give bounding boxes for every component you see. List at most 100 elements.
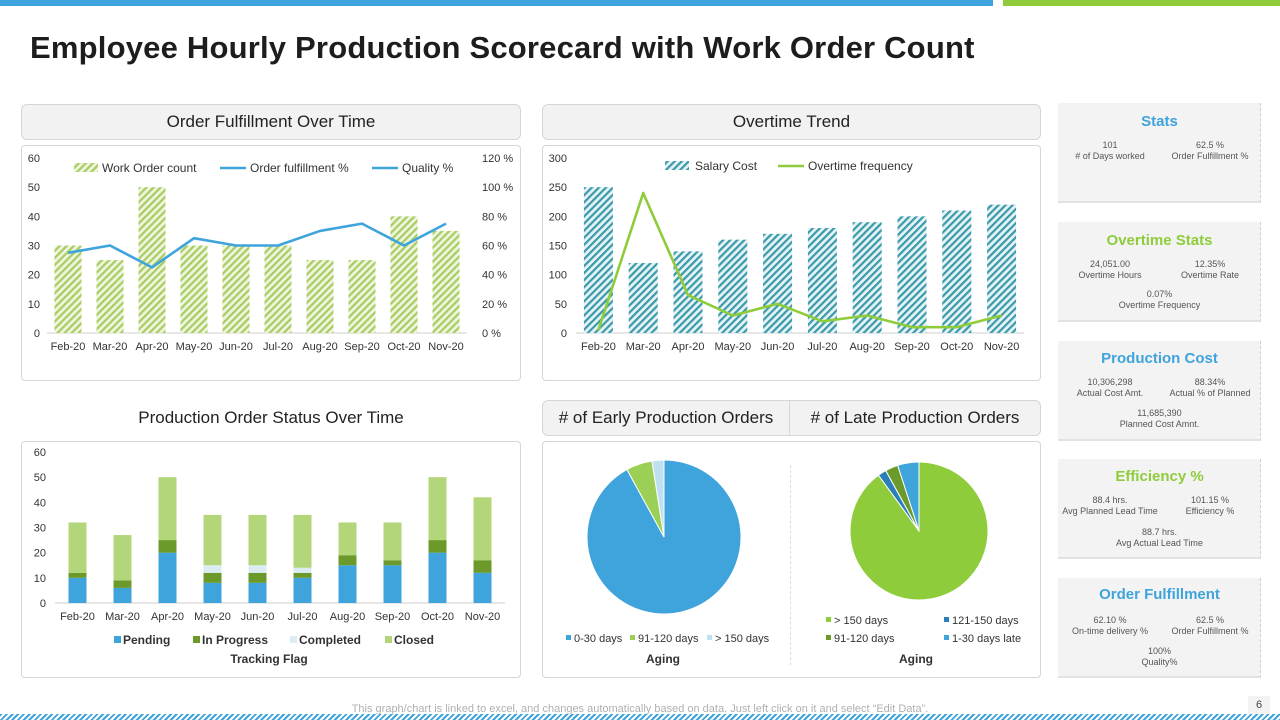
work-order-bar <box>348 260 376 333</box>
legend-swatch <box>630 635 635 640</box>
stack-segment-pending <box>428 552 447 603</box>
stack-segment-pending <box>158 552 177 603</box>
y2-tick-label: 20 % <box>482 299 507 311</box>
order-fulfillment-chart: 0 10 20 30 40 50 60 0 % 20 % 40 % 60 % 80 % 100 % 120… <box>28 153 514 353</box>
x-tick-label: Nov-20 <box>428 341 463 353</box>
salary-cost-bar <box>628 263 658 333</box>
stat-overtime-rate: 12.35% Overtime Rate <box>1180 259 1240 280</box>
legend-label-work-order: Work Order count <box>102 161 197 175</box>
pie-slice-1-30-days-late <box>897 461 920 532</box>
stat-efficiency-percent: 101.15 % Efficiency % <box>1185 495 1235 516</box>
x-tick-label: Mar-20 <box>626 341 661 353</box>
legend-label-salary-cost: Salary Cost <box>695 159 758 173</box>
x-tick-label: Jun-20 <box>219 341 253 353</box>
stat-actual-percent-planned: 88.34% Actual % of Planned <box>1169 377 1251 398</box>
y-tick-label: 300 <box>549 153 567 165</box>
legend-swatch <box>290 636 297 643</box>
salary-cost-bar <box>942 210 972 333</box>
legend-swatch-work-order <box>74 163 98 172</box>
y-tick-label: 50 <box>555 299 567 311</box>
page-number: 6 <box>1248 696 1270 714</box>
x-tick-label: Mar-20 <box>105 611 140 623</box>
stack-segment-closed <box>383 522 402 561</box>
y-tick-label: 20 <box>34 548 46 560</box>
stat-order-fulfillment: 62.5 % Order Fulfillment % <box>1171 140 1249 161</box>
stat-actual-cost: 10,306,298 Actual Cost Amt. <box>1076 377 1144 398</box>
y-tick-label: 30 <box>28 241 40 253</box>
order-fulfillment-line <box>67 222 447 269</box>
stack-segment-completed <box>203 565 222 573</box>
stack-segment-in-progress <box>68 572 87 578</box>
work-order-bar <box>264 245 292 333</box>
legend-swatch <box>193 636 200 643</box>
x-tick-label: Aug-20 <box>330 611 365 623</box>
production-order-status-chart: 0 10 20 30 40 50 60 Feb-20 Mar-20 Apr-20 May-20 Jun… <box>34 447 505 666</box>
legend-swatch <box>385 636 392 643</box>
stack-segment-closed <box>248 514 267 566</box>
y-tick-label: 0 <box>561 328 567 340</box>
work-order-bar <box>432 230 460 333</box>
late-orders-pie: > 150 days 121-150 days 91-120 days 1-30 da… <box>826 461 1021 666</box>
stat-planned-cost: 11,685,390 Planned Cost Amnt. <box>1119 408 1200 429</box>
x-tick-label: Nov-20 <box>465 611 500 623</box>
work-order-bar <box>96 260 124 333</box>
legend-label: 0-30 days <box>574 633 623 645</box>
panel-header-production-order-status: Production Order Status Over Time <box>138 408 404 427</box>
work-order-bar <box>54 245 82 333</box>
y-tick-label: 20 <box>28 270 40 282</box>
stat-days-worked: 101 # of Days worked <box>1075 140 1145 161</box>
bottom-hatch-bar <box>0 714 1280 720</box>
legend-swatch <box>707 635 712 640</box>
legend-label: Pending <box>123 633 170 647</box>
x-tick-label: Feb-20 <box>60 611 95 623</box>
y2-tick-label: 120 % <box>482 153 513 165</box>
legend-label-order-fulfillment: Order fulfillment % <box>250 161 349 175</box>
x-tick-label: Sep-20 <box>894 341 929 353</box>
stack-segment-pending <box>113 587 132 603</box>
stat-on-time-delivery: 62.10 % On-time delivery % <box>1071 615 1149 636</box>
legend-swatch <box>826 635 831 640</box>
x-tick-label: Oct-20 <box>387 341 420 353</box>
x-tick-label: Jul-20 <box>807 341 837 353</box>
panel-header-order-fulfillment: Order Fulfillment Over Time <box>21 104 521 140</box>
x-tick-label: Jun-20 <box>761 341 795 353</box>
overtime-stats-card: Overtime Stats 24,051.00 Overtime Hours … <box>1058 222 1261 322</box>
work-order-bar <box>390 216 418 333</box>
stat-avg-planned-lead-time: 88.4 hrs. Avg Planned Lead Time <box>1062 495 1158 516</box>
stack-segment-in-progress <box>293 572 312 578</box>
stack-segment-closed <box>473 497 492 561</box>
y2-tick-label: 0 % <box>482 328 501 340</box>
legend-label: Completed <box>299 633 361 647</box>
stats-card: Stats 101 # of Days worked 62.5 % Order … <box>1058 103 1261 203</box>
x-tick-label: Jul-20 <box>263 341 293 353</box>
y2-tick-label: 80 % <box>482 211 507 223</box>
x-tick-label: Apr-20 <box>151 611 184 623</box>
x-tick-label: Apr-20 <box>135 341 168 353</box>
y-tick-label: 50 <box>28 182 40 194</box>
y2-tick-label: 60 % <box>482 241 507 253</box>
y-tick-label: 250 <box>549 182 567 194</box>
y-tick-label: 40 <box>34 497 46 509</box>
x-axis-title: Aging <box>899 652 933 666</box>
stack-segment-closed <box>113 535 132 581</box>
stack-segment-in-progress <box>428 540 447 553</box>
y-tick-label: 50 <box>34 472 46 484</box>
legend-label: 1-30 days late <box>952 633 1021 645</box>
y-tick-label: 0 <box>34 328 40 340</box>
stack-segment-closed <box>428 477 447 541</box>
footer-note: This graph/chart is linked to excel, and… <box>351 703 929 715</box>
x-tick-label: Aug-20 <box>302 341 337 353</box>
stack-segment-in-progress <box>248 572 267 583</box>
stack-segment-in-progress <box>158 540 177 553</box>
stack-segment-in-progress <box>113 580 132 588</box>
x-tick-label: Jun-20 <box>241 611 275 623</box>
production-cost-title: Production Cost <box>1101 350 1218 367</box>
legend-swatch <box>114 636 121 643</box>
overtime-trend-chart: 0 50 100 150 200 250 300 Feb-20 Mar-20 Apr-20 May-… <box>549 153 1024 353</box>
x-tick-label: May-20 <box>194 611 231 623</box>
legend-swatch <box>566 635 571 640</box>
x-tick-label: Sep-20 <box>375 611 410 623</box>
x-tick-label: Oct-20 <box>421 611 454 623</box>
legend-label: > 150 days <box>715 633 770 645</box>
